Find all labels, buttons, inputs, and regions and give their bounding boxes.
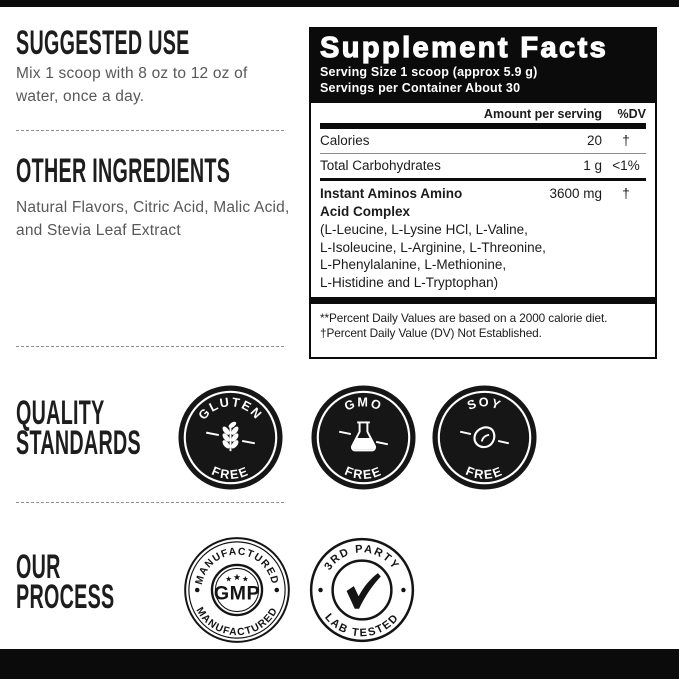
- quality-standards-line2: STANDARDS: [16, 424, 141, 462]
- footnote-dv-not-established: †Percent Daily Value (DV) Not Establishe…: [320, 326, 542, 341]
- right-dot-icon: [401, 587, 406, 593]
- suggested-use-body: Mix 1 scoop with 8 oz to 12 oz of water,…: [16, 65, 248, 105]
- badge-ring: [183, 390, 278, 485]
- dv-column-header: %DV: [617, 107, 646, 121]
- thin-divider: [320, 153, 646, 154]
- right-dot-icon: [274, 587, 280, 593]
- badge-disc: [311, 385, 416, 490]
- facts-row-calories: Calories 20 †: [320, 129, 646, 153]
- badge-ring: [437, 390, 532, 485]
- slash-icon: [205, 431, 256, 445]
- checkmark-icon: [346, 573, 381, 609]
- row-name-line2: Acid Complex: [320, 204, 411, 219]
- divider-dashed-3: [16, 502, 284, 503]
- footnote-daily-values: **Percent Daily Values are based on a 20…: [320, 311, 608, 325]
- center-circle: [331, 559, 393, 621]
- facts-row-carbohydrates: Total Carbohydrates 1 g <1%: [320, 154, 646, 178]
- facts-columns-header: Amount per serving %DV: [320, 103, 646, 123]
- serving-size: Serving Size 1 scoop (approx 5.9 g): [320, 65, 538, 79]
- slash-icon: [338, 430, 389, 446]
- gmp-center-label: GMP: [214, 582, 260, 604]
- bean-icon: [459, 426, 510, 449]
- badge-outer-ring: [309, 537, 415, 643]
- bottom-border-bar: [0, 649, 679, 679]
- flask-icon: [338, 421, 389, 452]
- badge-outer-ring: [184, 537, 290, 643]
- divider-dashed-1: [16, 130, 284, 131]
- badge-inner-edge-ring: [188, 541, 286, 639]
- suggested-use-title: SUGGESTED USE: [16, 24, 190, 62]
- amino-list-line: L-Phenylalanine, L-Methionine,: [320, 257, 507, 272]
- row-name: Calories: [320, 133, 370, 148]
- wheat-icon: [205, 421, 256, 452]
- left-dot-icon: [194, 587, 200, 593]
- row-name: Total Carbohydrates: [320, 158, 441, 173]
- row-amount: 20: [586, 133, 602, 148]
- amino-list-line: L-Histidine and L-Tryptophan): [320, 274, 499, 290]
- center-circle-inner: [214, 567, 260, 613]
- badge-top-label: GMO: [342, 395, 383, 413]
- center-circle: [210, 563, 264, 617]
- slash-icon: [459, 430, 510, 445]
- gmo-free-badge: GMO FREE: [311, 385, 416, 490]
- thick-divider: [311, 297, 655, 304]
- amino-list-line: L-Isoleucine, L-Arginine, L-Threonine,: [320, 239, 546, 255]
- row-amount: 3600 mg: [549, 186, 602, 201]
- row-dv: †: [622, 133, 630, 148]
- servings-per-container: Servings per Container About 30: [320, 80, 521, 95]
- facts-row-amino-complex: Instant Aminos Amino 3600 mg † Acid Comp…: [320, 181, 646, 297]
- facts-title: Supplement Facts: [319, 31, 609, 64]
- row-name: Instant Aminos Amino: [320, 186, 463, 201]
- stars-icon: [225, 573, 249, 582]
- left-dot-icon: [318, 587, 323, 593]
- amount-column-header: Amount per serving: [483, 107, 602, 121]
- lab-tested-badge: 3RD PARTY LAB TESTED: [309, 537, 415, 643]
- top-border-bar: [0, 0, 679, 7]
- thick-divider: [320, 178, 646, 181]
- badge-ring: [316, 390, 411, 485]
- quality-standards-title: QUALITY STANDARDS: [16, 394, 141, 462]
- facts-footnotes: **Percent Daily Values are based on a 20…: [311, 304, 655, 341]
- gmp-badge: MANUFACTURED MANUFACTURED GMP: [184, 537, 290, 643]
- svg-text:GMO: GMO: [342, 395, 384, 413]
- gluten-free-badge: GLUTEN FREE: [178, 385, 283, 490]
- our-process-line1: OUR: [16, 548, 61, 586]
- row-dv: †: [622, 186, 630, 201]
- our-process-line2: PROCESS: [16, 578, 115, 616]
- amino-complex-headline: Instant Aminos Amino 3600 mg †: [320, 185, 646, 203]
- amino-list-line: (L-Leucine, L-Lysine HCl, L-Valine,: [320, 222, 528, 237]
- row-dv: <1%: [612, 158, 640, 173]
- supplement-facts-panel: Supplement Facts Serving Size 1 scoop (a…: [309, 27, 657, 359]
- divider-dashed-2: [16, 346, 284, 347]
- other-ingredients-body: Natural Flavors, Citric Acid, Malic Acid…: [16, 199, 290, 239]
- facts-header: Supplement Facts Serving Size 1 scoop (a…: [311, 29, 655, 103]
- other-ingredients-title: OTHER INGREDIENTS: [16, 152, 231, 190]
- thick-divider: [320, 123, 646, 129]
- soy-free-badge: SOY FREE: [432, 385, 537, 490]
- row-amount: 1 g: [583, 158, 602, 173]
- quality-standards-line1: QUALITY: [16, 394, 105, 432]
- our-process-title: OUR PROCESS: [16, 548, 115, 616]
- facts-body: Amount per serving %DV Calories 20 † Tot…: [311, 103, 655, 297]
